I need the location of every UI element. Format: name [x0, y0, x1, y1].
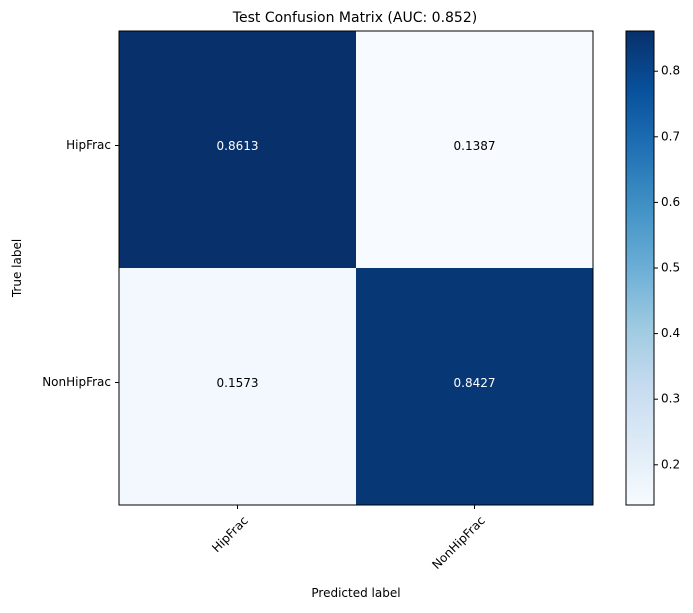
- x-tick-label: HipFrac: [209, 513, 251, 555]
- cell-value-label: 0.1387: [454, 139, 496, 153]
- x-axis-label: Predicted label: [311, 586, 400, 600]
- colorbar-tick-label: 0.4: [661, 326, 680, 340]
- matrix-cell: [119, 268, 356, 505]
- cell-value-label: 0.8427: [454, 376, 496, 390]
- colorbar-tick-label: 0.3: [661, 392, 680, 406]
- colorbar-gradient: [626, 31, 654, 505]
- x-tick-label: NonHipFrac: [429, 513, 488, 572]
- y-tick-label: HipFrac: [66, 138, 111, 152]
- colorbar-tick-label: 0.8: [661, 64, 680, 78]
- matrix-cell: [119, 31, 356, 268]
- colorbar-tick-label: 0.2: [661, 457, 680, 471]
- y-tick-label: NonHipFrac: [42, 375, 111, 389]
- matrix-cell: [356, 31, 593, 268]
- colorbar-tick-label: 0.5: [661, 261, 680, 275]
- matrix-cell: [356, 268, 593, 505]
- cell-value-label: 0.1573: [217, 376, 259, 390]
- y-axis-label: True label: [10, 239, 24, 298]
- chart-title: Test Confusion Matrix (AUC: 0.852): [232, 10, 477, 26]
- colorbar-tick-label: 0.7: [661, 129, 680, 143]
- cell-value-label: 0.8613: [217, 139, 259, 153]
- matrix-frame: [118, 30, 594, 506]
- colorbar: 0.2 0.3 0.4 0.5 0.6 0.7 0.8: [625, 30, 680, 506]
- colorbar-tick-label: 0.6: [661, 195, 680, 209]
